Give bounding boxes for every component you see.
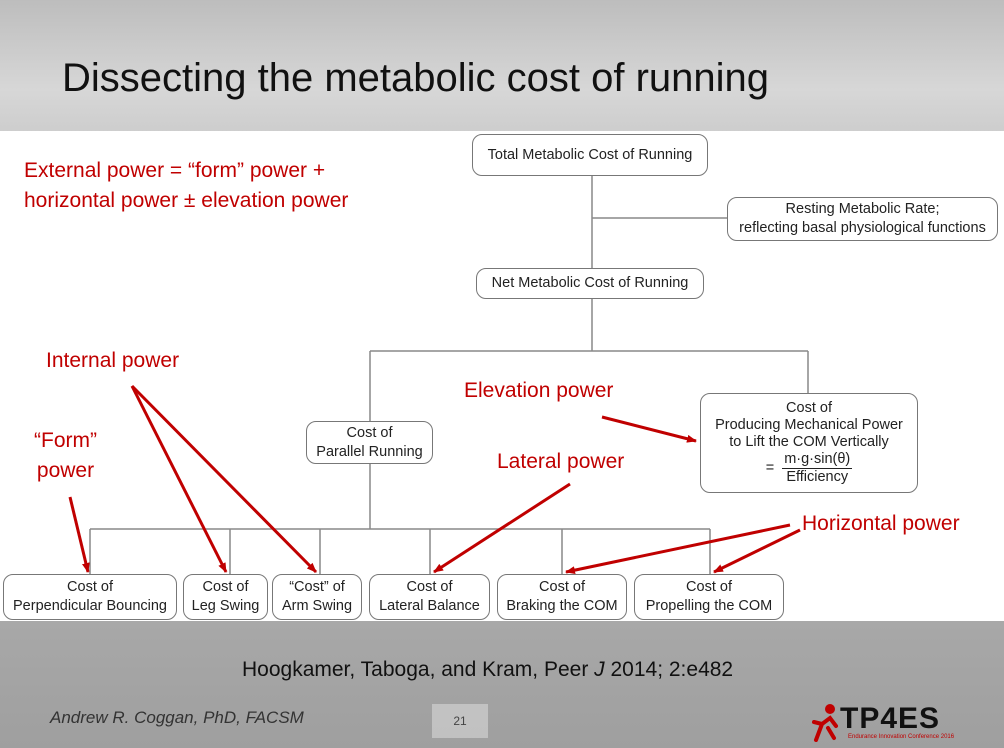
annotation-lateral-power: Lateral power bbox=[497, 450, 625, 473]
citation-journal-j: J bbox=[594, 658, 605, 681]
mech-eq-prefix: = bbox=[765, 460, 775, 476]
box-mechanical-power: Cost of Producing Mechanical Power to Li… bbox=[700, 393, 918, 493]
mech-denominator: Efficiency bbox=[786, 469, 849, 485]
annotation-external-line1: External power = “form” power + bbox=[24, 159, 326, 182]
runner-icon bbox=[812, 704, 838, 742]
box-perp-line2: Perpendicular Bouncing bbox=[13, 598, 167, 614]
box-resting-line2: reflecting basal physiological functions bbox=[739, 220, 986, 236]
box-parallel-line2: Parallel Running bbox=[316, 443, 423, 460]
citation-volume: 2014; 2:e482 bbox=[604, 658, 734, 681]
box-leg-swing: Cost of Leg Swing bbox=[183, 574, 268, 620]
box-mech-line2: Producing Mechanical Power bbox=[715, 417, 903, 433]
box-arm-line1: “Cost” of bbox=[289, 579, 345, 595]
box-braking-com: Cost of Braking the COM bbox=[497, 574, 627, 620]
box-leg-line2: Leg Swing bbox=[191, 598, 260, 614]
annotation-external-line2: horizontal power ± elevation power bbox=[24, 189, 349, 212]
box-total-label: Total Metabolic Cost of Running bbox=[487, 146, 693, 163]
arrow-horizontal-braking bbox=[565, 523, 791, 575]
mech-numerator: m·g·sin(θ) bbox=[782, 451, 853, 469]
box-lateral-balance: Cost of Lateral Balance bbox=[369, 574, 490, 620]
annotation-form-line1: “Form” bbox=[34, 429, 97, 452]
citation: Hoogkamer, Taboga, and Kram, Peer J 2014… bbox=[242, 658, 733, 682]
box-propelling-line2: Propelling the COM bbox=[645, 598, 773, 614]
tp4es-logo: TP4ES Endurance Innovation Conference 20… bbox=[808, 700, 984, 744]
box-lateral-line2: Lateral Balance bbox=[379, 598, 480, 614]
mech-fraction: m·g·sin(θ) Efficiency bbox=[782, 451, 853, 486]
box-perp-line1: Cost of bbox=[67, 579, 113, 595]
annotation-form-line2: power bbox=[36, 459, 95, 482]
box-braking-line1: Cost of bbox=[539, 579, 585, 595]
logo-subtext: Endurance Innovation Conference 2016 bbox=[848, 734, 955, 740]
arrow-horizontal-propelling bbox=[713, 528, 801, 574]
annotation-internal-power: Internal power bbox=[46, 349, 180, 372]
box-perpendicular-bouncing: Cost of Perpendicular Bouncing bbox=[3, 574, 177, 620]
citation-authors: Hoogkamer, Taboga, and Kram, Peer bbox=[242, 658, 595, 681]
arrow-form-power bbox=[68, 496, 90, 573]
diagram-panel: External power = “form” power + horizont… bbox=[0, 131, 1004, 621]
connector-lines bbox=[68, 176, 809, 575]
box-leg-line1: Cost of bbox=[202, 579, 249, 595]
arrow-lateral bbox=[433, 482, 571, 574]
annotation-external-power: External power = “form” power + horizont… bbox=[24, 156, 348, 216]
annotation-elevation-power: Elevation power bbox=[464, 379, 614, 402]
box-braking-line2: Braking the COM bbox=[506, 598, 618, 614]
arrow-internal-arm bbox=[130, 384, 318, 574]
annotation-form-power: “Form” power bbox=[34, 426, 97, 486]
box-lateral-line1: Cost of bbox=[406, 579, 453, 595]
box-resting-metabolic-rate: Resting Metabolic Rate; reflecting basal… bbox=[727, 197, 998, 241]
slide-title: Dissecting the metabolic cost of running bbox=[62, 56, 770, 100]
annotation-horizontal-power: Horizontal power bbox=[802, 512, 960, 535]
arrow-elevation bbox=[601, 415, 697, 443]
mech-equation: = m·g·sin(θ) Efficiency bbox=[766, 451, 853, 486]
box-resting-line1: Resting Metabolic Rate; bbox=[785, 201, 940, 217]
box-mech-line1: Cost of bbox=[786, 400, 832, 416]
box-arm-line2: Arm Swing bbox=[281, 598, 353, 614]
box-net-metabolic-cost: Net Metabolic Cost of Running bbox=[476, 268, 704, 299]
arrow-internal-leg bbox=[130, 385, 228, 573]
box-parallel-running: Cost of Parallel Running bbox=[306, 421, 433, 464]
box-arm-swing: “Cost” of Arm Swing bbox=[272, 574, 362, 620]
logo-text: TP4ES bbox=[840, 702, 941, 735]
box-propelling-line1: Cost of bbox=[686, 579, 732, 595]
page-number: 21 bbox=[432, 704, 488, 738]
box-total-metabolic-cost: Total Metabolic Cost of Running bbox=[472, 134, 708, 176]
box-parallel-line1: Cost of bbox=[346, 424, 393, 441]
box-propelling-com: Cost of Propelling the COM bbox=[634, 574, 784, 620]
box-net-label: Net Metabolic Cost of Running bbox=[491, 275, 689, 291]
box-mech-line3: to Lift the COM Vertically bbox=[729, 434, 889, 450]
footer-author: Andrew R. Coggan, PhD, FACSM bbox=[50, 708, 304, 727]
